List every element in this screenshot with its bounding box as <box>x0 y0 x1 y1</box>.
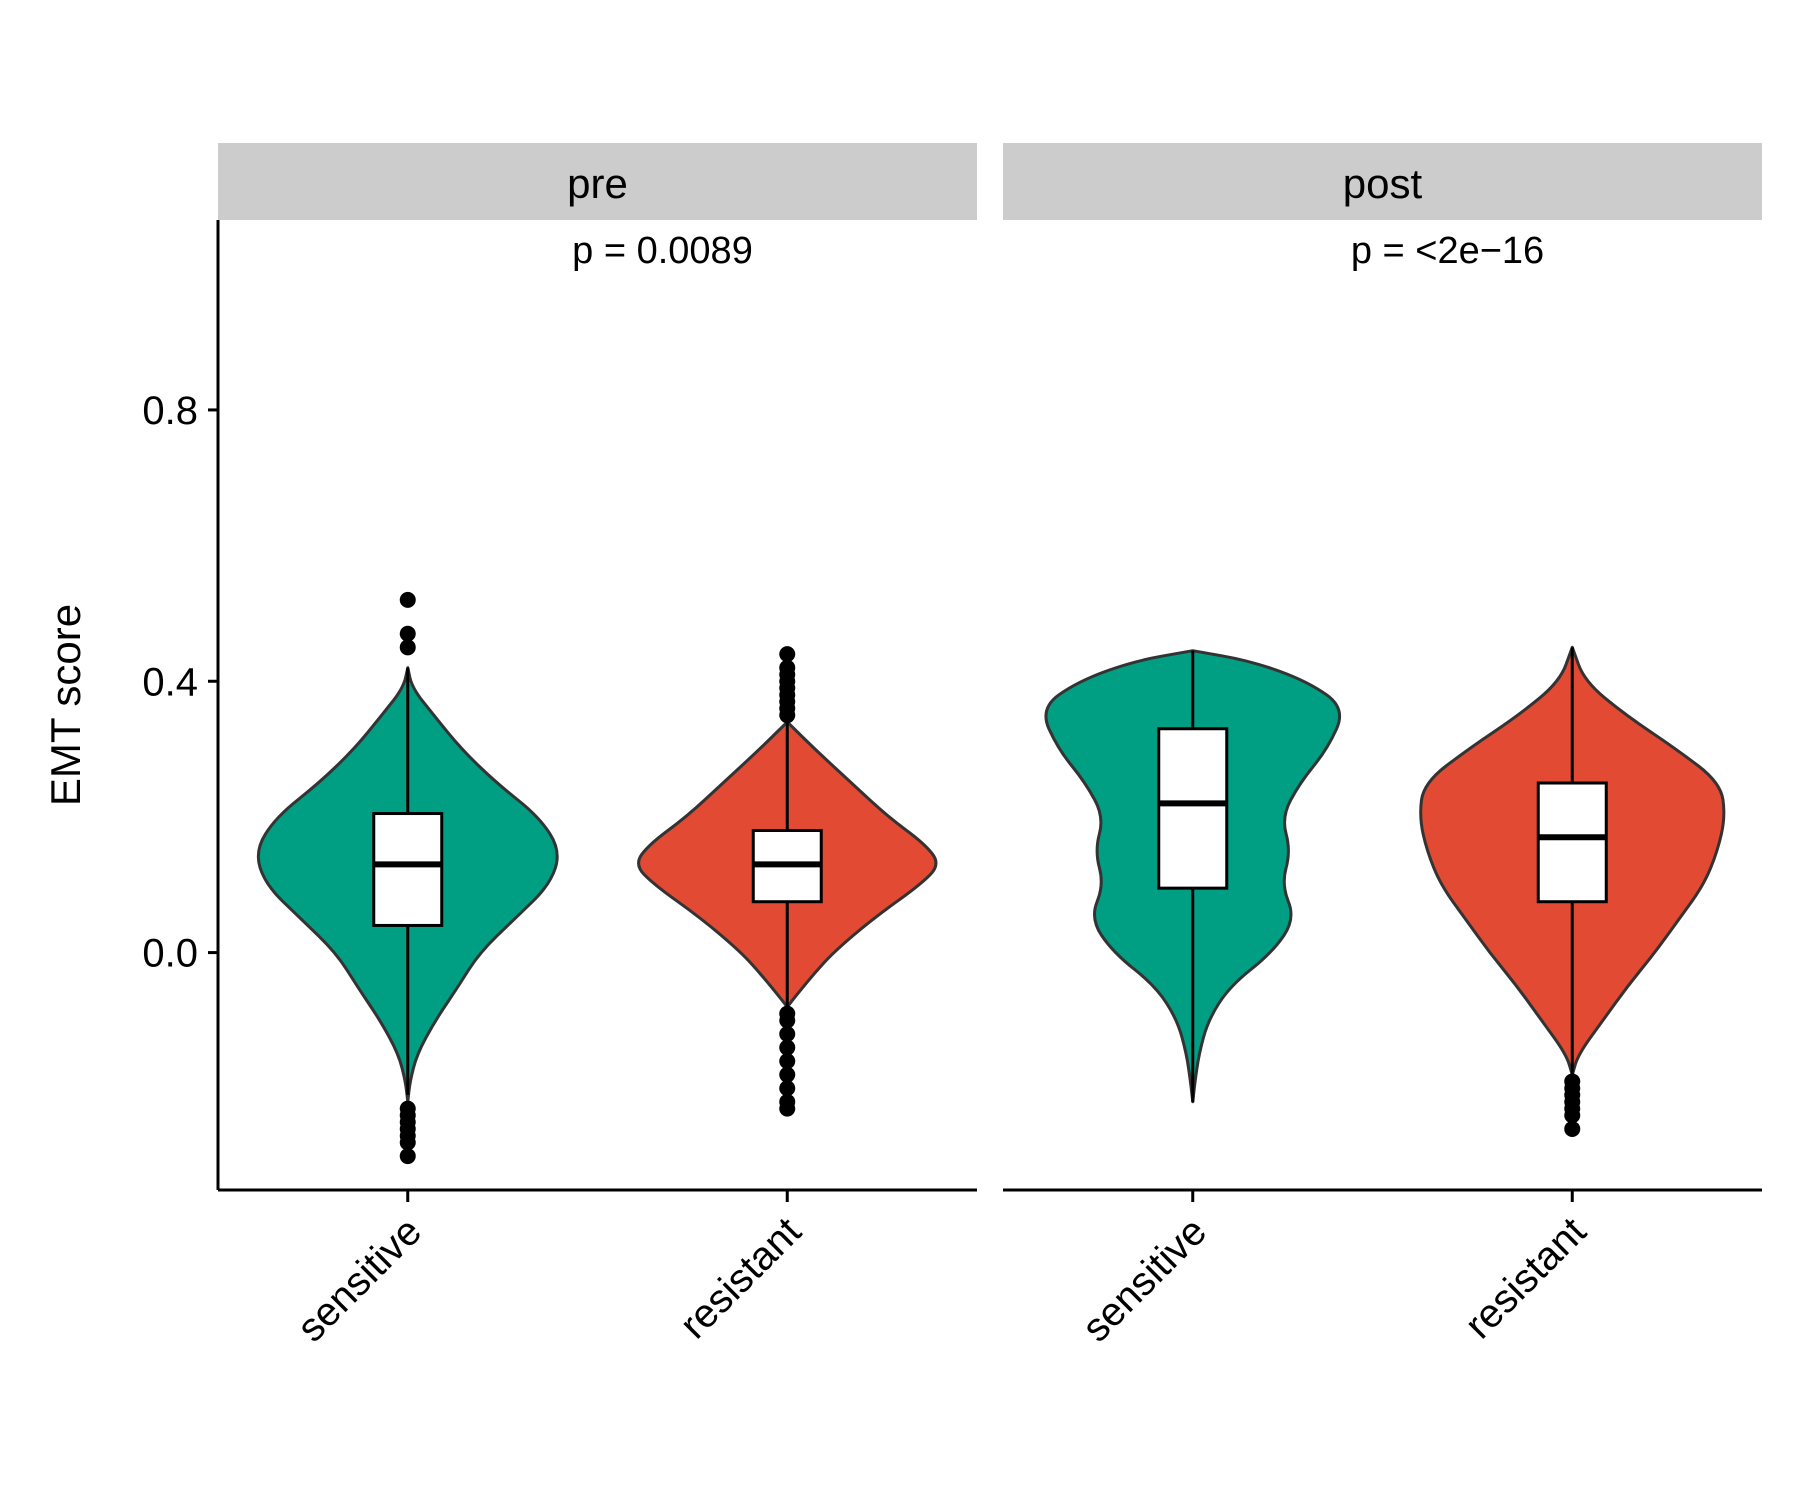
outlier-point <box>779 1066 796 1083</box>
y-axis-title: EMT score <box>42 604 89 806</box>
strip-label: pre <box>567 160 628 207</box>
group-resistant: resistant <box>1419 645 1726 1347</box>
strip-header <box>218 143 977 220</box>
panel-post: post p = <2e−16 sensitive resistant <box>1003 143 1762 1350</box>
box-iqr <box>1157 727 1229 890</box>
group-resistant: resistant <box>637 646 938 1347</box>
y-tick-label: 0.8 <box>142 389 198 433</box>
outlier-point <box>399 625 416 642</box>
p-value-annotation: p = 0.0089 <box>572 230 753 272</box>
y-tick-label: 0.4 <box>142 660 198 704</box>
outlier-point <box>779 1012 796 1029</box>
outlier-point <box>779 1053 796 1070</box>
strip-header <box>1003 143 1762 220</box>
outlier-point <box>1564 1120 1581 1137</box>
outlier-point <box>779 1100 796 1117</box>
x-tick-label: sensitive <box>289 1209 430 1350</box>
group-sensitive: sensitive <box>1044 649 1342 1350</box>
panel-pre: pre p = 0.0089 sensitive resistant <box>218 143 977 1350</box>
group-sensitive: sensitive <box>256 591 559 1350</box>
outlier-point <box>779 1039 796 1056</box>
p-value-annotation: p = <2e−16 <box>1351 230 1544 272</box>
box-iqr <box>1536 781 1608 904</box>
outlier-point <box>399 639 416 656</box>
panels: pre p = 0.0089 sensitive resistant post p = <… <box>218 143 1762 1350</box>
x-tick-label: sensitive <box>1074 1209 1215 1350</box>
outlier-point <box>779 1025 796 1042</box>
outlier-point <box>399 591 416 608</box>
outlier-point <box>399 1134 416 1151</box>
strip-label: post <box>1343 160 1423 207</box>
outlier-point <box>399 1148 416 1165</box>
outlier-point <box>779 1080 796 1097</box>
outlier-point <box>779 659 796 676</box>
outlier-point <box>779 646 796 663</box>
y-tick-label: 0.0 <box>142 932 198 976</box>
box-iqr <box>372 812 444 927</box>
x-tick-label: resistant <box>672 1209 810 1347</box>
outlier-point <box>1564 1107 1581 1124</box>
x-tick-label: resistant <box>1457 1209 1595 1347</box>
y-axis: 0.0 0.4 0.8 <box>142 220 220 1190</box>
